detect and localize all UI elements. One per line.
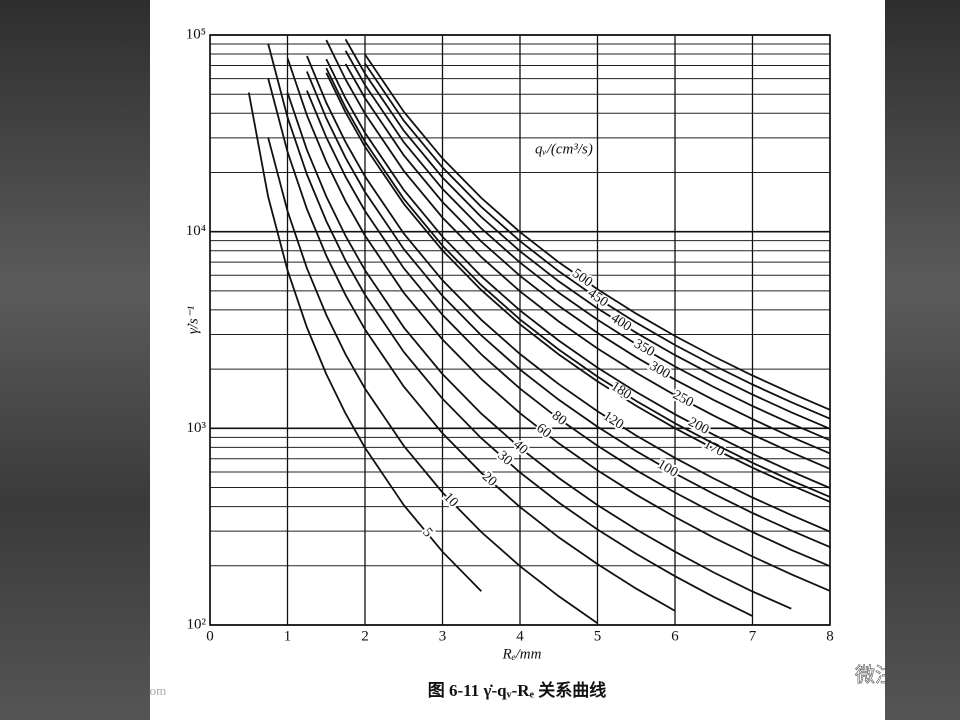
x-tick-label: 8 (826, 628, 834, 644)
caption: 图 6-11 γ̇-qᵥ-Rₑ 关系曲线 (428, 680, 606, 700)
y-axis-label: γ̇/s⁻¹ (185, 305, 201, 334)
curve (325, 39, 831, 470)
curve (364, 62, 831, 420)
y-tick-label: 10⁵ (186, 26, 206, 42)
curve (267, 77, 676, 612)
curve (306, 55, 831, 533)
x-axis-label: Rₑ/mm (502, 646, 542, 662)
curve-label: 500 (569, 266, 595, 290)
curve-label: 200 (686, 415, 712, 438)
y-tick-label: 10³ (187, 420, 207, 436)
curve (325, 72, 831, 503)
curve-label: 80 (549, 408, 569, 428)
curve (325, 58, 831, 489)
curve-label: 100 (655, 457, 681, 480)
curve (306, 90, 831, 568)
x-tick-label: 0 (206, 628, 214, 644)
curve (344, 38, 831, 430)
x-tick-label: 7 (749, 628, 757, 644)
curve-label: 400 (608, 311, 634, 335)
curve (267, 137, 599, 625)
watermark: 微注塑 (855, 664, 885, 687)
x-tick-label: 2 (361, 628, 369, 644)
background-left (0, 0, 150, 720)
curve (344, 63, 831, 455)
y-tick-label: 10² (187, 616, 207, 632)
x-tick-label: 5 (594, 628, 602, 644)
curve (286, 92, 792, 610)
legend-title: qᵥ/(cm³/s) (535, 141, 593, 157)
y-tick-label: 10⁴ (186, 223, 206, 239)
curve-label: 250 (670, 388, 696, 411)
x-tick-label: 1 (284, 628, 292, 644)
x-tick-label: 3 (439, 628, 447, 644)
x-tick-label: 6 (671, 628, 679, 644)
background-right (885, 0, 960, 720)
curve (286, 57, 831, 592)
curve (247, 92, 482, 592)
curve (267, 43, 753, 617)
curve (364, 53, 831, 411)
curve-label: 60 (533, 421, 553, 441)
grid (209, 34, 831, 626)
curve (344, 50, 831, 442)
watermark: 微注塑论坛 www.vzhusu.com (150, 683, 166, 698)
chart: qᵥ/(cm³/s) Rₑ/mm γ̇/s⁻¹ 图 6-11 γ̇-qᵥ-Rₑ … (150, 0, 885, 720)
curve (306, 71, 831, 548)
x-tick-label: 4 (516, 628, 524, 644)
plot-frame (209, 34, 831, 626)
curve (325, 67, 831, 498)
